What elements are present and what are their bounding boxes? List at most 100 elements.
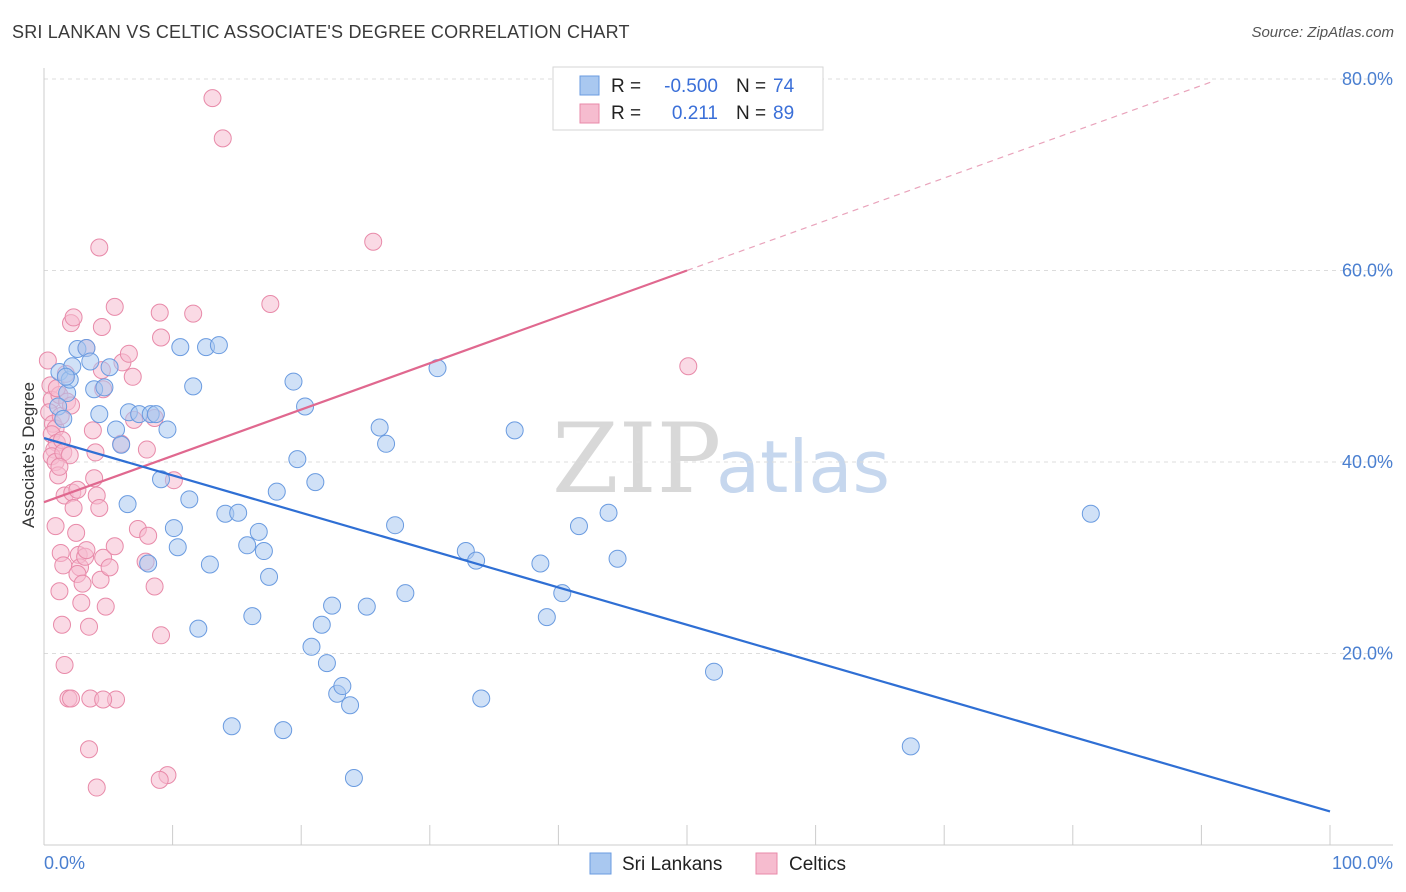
sri-lankans-point: [472, 689, 491, 708]
legend-r-label-sri: R =: [611, 76, 641, 97]
watermark-atlas: atlas: [716, 425, 890, 509]
sri-lankans-point: [249, 522, 268, 541]
legend-r-value-sri: -0.500: [664, 76, 718, 97]
celtics-point: [50, 457, 69, 476]
sri-lankans-point: [357, 597, 376, 616]
celtics-point: [137, 440, 156, 459]
sri-lankans-trend-line: [43, 437, 1331, 813]
sri-lankans-point: [599, 503, 618, 522]
stats-legend: R = -0.500 N = 74 R = 0.211 N = 89: [552, 66, 824, 131]
celtics-point: [87, 778, 106, 797]
celtics-point: [150, 770, 169, 789]
trend-lines: [43, 80, 1331, 813]
sri-lankans-point: [537, 608, 556, 627]
sri-lankans-point: [184, 377, 203, 396]
celtics-point: [53, 615, 72, 634]
celtics-point: [90, 498, 109, 517]
bottom-legend-swatch-celtic[interactable]: [755, 852, 778, 875]
sri-lankans-point: [317, 654, 336, 673]
sri-lankans-point: [243, 607, 262, 626]
sri-lankans-point: [180, 490, 199, 509]
sri-lankans-point: [146, 405, 165, 424]
sri-lankans-point: [56, 367, 75, 386]
bottom-legend-label-sri[interactable]: Sri Lankans: [622, 854, 722, 875]
bottom-legend: Sri Lankans Celtics: [589, 852, 846, 875]
sri-lankans-point: [189, 619, 208, 638]
legend-swatch-sri: [579, 75, 600, 96]
celtics-point: [50, 582, 69, 601]
sri-lankans-point: [158, 420, 177, 439]
sri-lankans-point: [323, 596, 342, 615]
celtics-point: [80, 740, 99, 759]
sri-lankans-point: [467, 551, 486, 570]
x-tick-label-min: 0.0%: [44, 853, 85, 873]
celtics-point: [203, 89, 222, 108]
celtics-point: [364, 232, 383, 251]
sri-lankans-point: [396, 584, 415, 603]
sri-lankans-point: [118, 495, 137, 514]
celtics-point: [60, 446, 79, 465]
sri-lankans-point: [386, 516, 405, 535]
sri-lankans-point: [200, 555, 219, 574]
celtics-point: [152, 328, 171, 347]
sri-lankans-point: [901, 737, 920, 756]
y-tick-labels: 20.0% 40.0% 60.0% 80.0%: [1342, 69, 1393, 664]
sri-lankans-point: [284, 372, 303, 391]
celtics-point: [77, 541, 96, 560]
celtics-point: [679, 357, 698, 376]
celtics-point: [152, 626, 171, 645]
sri-lankans-point: [377, 434, 396, 453]
y-tick-label: 40.0%: [1342, 452, 1393, 472]
sri-lankans-point: [81, 352, 100, 371]
celtics-point: [91, 570, 110, 589]
axes: [43, 68, 1393, 846]
watermark: ZIP atlas: [552, 403, 890, 515]
bottom-legend-label-celtic[interactable]: Celtics: [789, 854, 846, 875]
sri-lankans-point: [312, 615, 331, 634]
celtics-point: [184, 304, 203, 323]
x-tick-label-max: 100.0%: [1332, 853, 1393, 873]
celtics-point: [80, 617, 99, 636]
sri-lankans-point: [139, 554, 158, 573]
y-tick-label: 80.0%: [1342, 69, 1393, 89]
sri-lankans-point: [222, 717, 241, 736]
bottom-legend-swatch-sri[interactable]: [589, 852, 612, 875]
sri-lankans-point: [333, 677, 352, 696]
watermark-zip: ZIP: [552, 403, 721, 515]
sri-lankans-point: [107, 420, 126, 439]
celtics-point: [83, 421, 102, 440]
sri-lankans-point: [344, 768, 363, 787]
celtics-point: [145, 577, 164, 596]
celtics-point: [150, 303, 169, 322]
celtics-point: [73, 574, 92, 593]
legend-r-label-celtic: R =: [611, 103, 641, 124]
sri-lankans-point: [505, 421, 524, 440]
celtics-point: [105, 297, 124, 316]
sri-lankans-point: [370, 418, 389, 437]
celtics-point: [64, 498, 83, 517]
sri-lankans-point: [705, 662, 724, 681]
sri-lankans-points: [49, 336, 1100, 787]
celtics-point: [94, 690, 113, 709]
sri-lankans-point: [260, 567, 279, 586]
celtics-point: [72, 593, 91, 612]
celtics-point: [123, 367, 142, 386]
celtics-point: [38, 351, 57, 370]
sri-lankans-point: [171, 338, 190, 357]
sri-lankans-point: [95, 378, 114, 397]
sri-lankans-point: [302, 637, 321, 656]
chart-title: SRI LANKAN VS CELTIC ASSOCIATE'S DEGREE …: [12, 22, 630, 42]
legend-n-label-celtic: N =: [736, 103, 766, 124]
celtics-point: [90, 238, 109, 257]
sri-lankans-point: [254, 542, 273, 561]
source-credit[interactable]: Source: ZipAtlas.com: [1251, 24, 1394, 41]
sri-lankans-point: [100, 358, 119, 377]
sri-lankans-point: [1081, 504, 1100, 523]
celtics-trend-line: [43, 269, 688, 504]
celtics-point: [139, 526, 158, 545]
sri-lankans-point: [531, 554, 550, 573]
sri-lankans-point: [288, 450, 307, 469]
celtics-point: [62, 689, 81, 708]
celtics-point: [119, 344, 138, 363]
